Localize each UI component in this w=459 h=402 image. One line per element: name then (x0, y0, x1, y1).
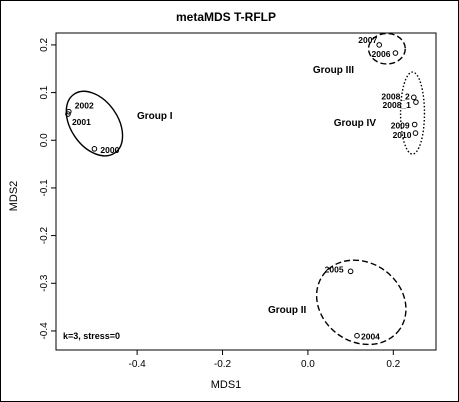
sample-point-label-2009: 2009 (391, 121, 410, 131)
x-axis-label: MDS1 (211, 379, 242, 391)
y-tick-label: -0.2 (39, 227, 50, 245)
sample-point-label-2000: 2000 (100, 145, 119, 155)
group-ellipse-group-iii (367, 32, 406, 65)
x-tick-label: 0.0 (301, 359, 315, 370)
group-label-group-iv: Group IV (334, 118, 377, 129)
sample-point-label-2001: 2001 (72, 117, 91, 127)
group-label-group-ii: Group II (268, 305, 307, 316)
group-ellipse-group-ii (315, 259, 407, 346)
sample-point-label-2010: 2010 (393, 130, 412, 140)
sample-point-2006 (392, 50, 399, 56)
sample-point-2007 (376, 42, 383, 48)
group-label-group-iii: Group III (313, 65, 354, 76)
sample-point-2008-2 (410, 94, 417, 101)
group-label-group-i: Group I (137, 111, 173, 122)
y-axis: -0.4 -0.3 -0.2 -0.1 0.0 0.1 0.2 (39, 38, 56, 340)
y-tick-label: 0.0 (39, 133, 50, 147)
sample-point-label-2007: 2007 (358, 35, 377, 45)
x-tick-label: 0.2 (386, 359, 400, 370)
group-ellipses: Group I Group II Group III Group IV (65, 32, 426, 346)
sample-point-2008-1 (413, 99, 419, 105)
sample-point-label-2005: 2005 (325, 264, 344, 274)
sample-point-label-2006: 2006 (372, 49, 391, 59)
x-tick-label: -0.2 (214, 359, 232, 370)
sample-point-2004 (354, 332, 360, 339)
group-ellipse-group-i (65, 90, 124, 157)
sample-point-2010 (412, 130, 419, 136)
sample-point-2005 (347, 268, 354, 275)
sample-point-label-2004: 2004 (361, 332, 380, 342)
y-axis-label: MDS2 (8, 181, 20, 212)
x-axis: -0.4 -0.2 0.0 0.2 (129, 350, 401, 370)
y-tick-label: 0.1 (39, 85, 50, 99)
x-tick-label: -0.4 (129, 359, 147, 370)
sample-point-label-2008-2: 2008_2 (381, 91, 410, 101)
plot-region-box (55, 32, 437, 351)
y-tick-label: -0.3 (39, 274, 50, 292)
stress-annotation: k=3, stress=0 (63, 331, 120, 341)
sample-point-label-2008-1: 2008_1 (383, 100, 412, 110)
sample-point-2000 (91, 146, 98, 152)
y-tick-label: 0.2 (39, 38, 50, 52)
sample-point-2001 (65, 111, 71, 117)
y-tick-label: -0.4 (39, 322, 50, 340)
chart-title: metaMDS T-RFLP (176, 10, 276, 24)
sample-point-2009 (411, 121, 418, 128)
sample-point-label-2002: 2002 (75, 101, 94, 111)
y-tick-label: -0.1 (39, 179, 50, 197)
group-ellipse-group-iv (399, 71, 426, 155)
